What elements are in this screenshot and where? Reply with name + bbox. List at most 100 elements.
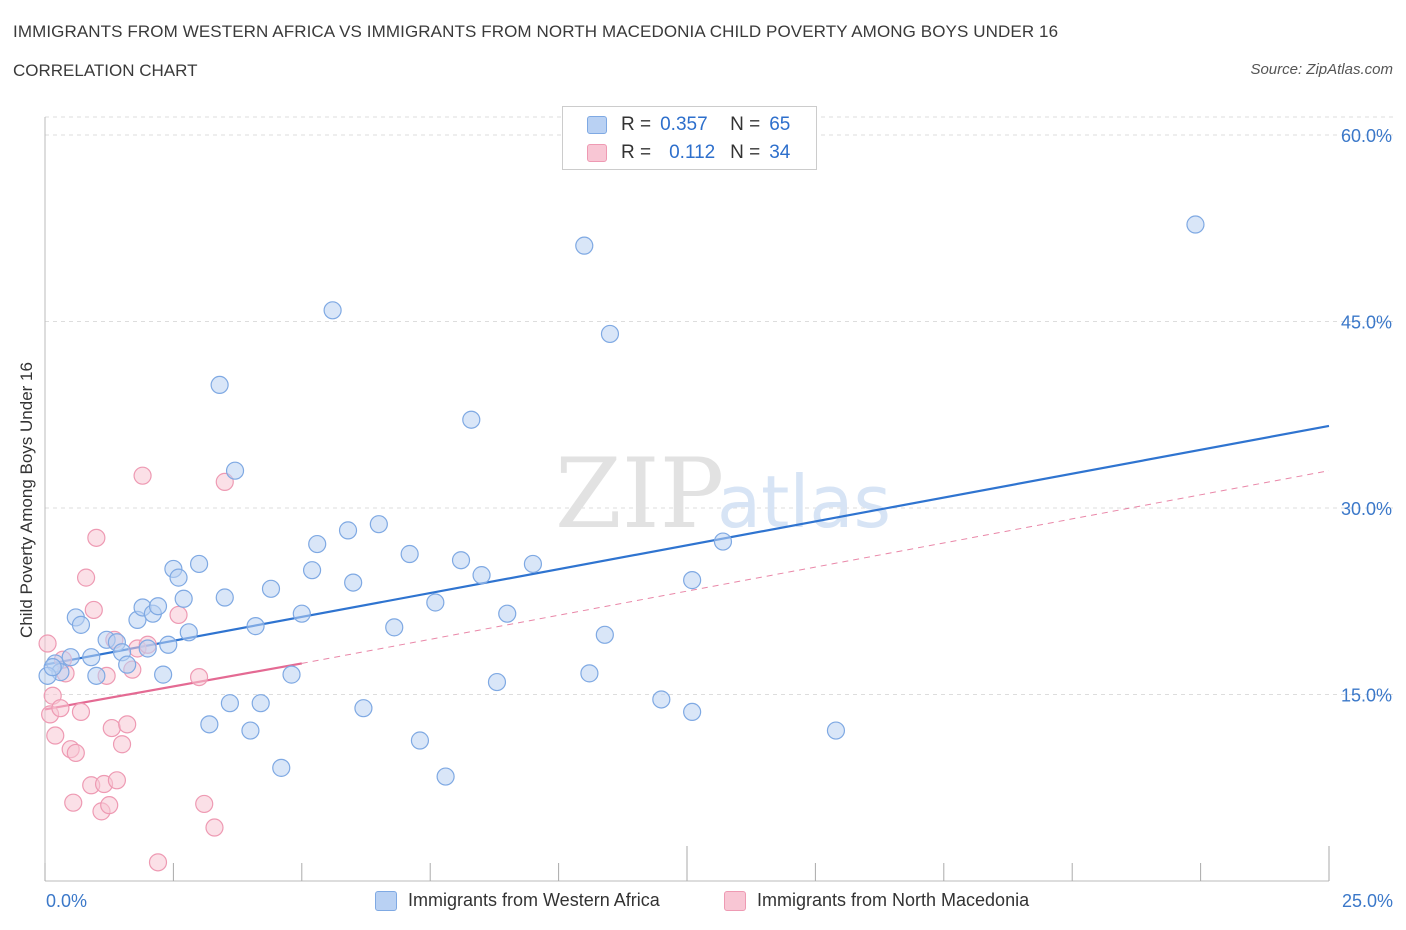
data-point-western-africa bbox=[241, 721, 260, 740]
data-point-western-africa bbox=[118, 655, 137, 674]
data-point-western-africa bbox=[323, 301, 342, 320]
data-point-western-africa bbox=[354, 699, 373, 718]
data-point-north-macedonia bbox=[205, 818, 224, 837]
data-point-western-africa bbox=[159, 635, 178, 654]
data-point-western-africa bbox=[369, 515, 388, 534]
data-point-north-macedonia bbox=[46, 726, 65, 745]
data-point-western-africa bbox=[713, 532, 733, 551]
data-point-north-macedonia bbox=[84, 600, 103, 620]
data-point-western-africa bbox=[179, 623, 198, 642]
data-point-north-macedonia bbox=[169, 605, 188, 625]
data-point-western-africa bbox=[1186, 215, 1205, 234]
data-point-western-africa bbox=[148, 597, 168, 616]
data-point-north-macedonia bbox=[64, 793, 83, 812]
legend-n-value: 65 bbox=[769, 114, 791, 135]
data-point-western-africa bbox=[292, 604, 311, 623]
data-point-western-africa bbox=[43, 658, 62, 677]
data-point-western-africa bbox=[385, 618, 404, 637]
axis-layer bbox=[44, 117, 1330, 882]
data-point-western-africa bbox=[338, 521, 358, 540]
legend-n-value: 34 bbox=[769, 142, 791, 163]
series-legend-item-western-africa: Immigrants from Western Africa bbox=[375, 890, 660, 911]
legend-row-western-africa: R = 0.357 N = 65 bbox=[587, 114, 790, 136]
data-point-north-macedonia bbox=[66, 743, 85, 763]
data-point-western-africa bbox=[498, 604, 517, 623]
data-point-western-africa bbox=[225, 461, 245, 480]
data-point-western-africa bbox=[595, 625, 614, 644]
y-tick-label: 15.0% bbox=[1341, 686, 1392, 706]
data-point-western-africa bbox=[302, 561, 322, 580]
data-point-north-macedonia bbox=[118, 715, 137, 734]
chart-title: IMMIGRANTS FROM WESTERN AFRICA VS IMMIGR… bbox=[13, 22, 1059, 41]
series-legend-label: Immigrants from Western Africa bbox=[408, 890, 660, 910]
data-point-western-africa bbox=[200, 715, 219, 734]
data-point-western-africa bbox=[189, 554, 209, 574]
legend-row-north-macedonia: R = 0.112 N = 34 bbox=[587, 142, 790, 164]
series-legend-label: Immigrants from North Macedonia bbox=[757, 890, 1030, 910]
legend-swatch-blue bbox=[587, 116, 607, 134]
data-point-western-africa bbox=[451, 551, 471, 570]
data-point-western-africa bbox=[210, 375, 229, 395]
data-point-western-africa bbox=[575, 236, 594, 255]
data-point-western-africa bbox=[344, 573, 363, 592]
data-point-western-africa bbox=[462, 410, 481, 429]
series-legend-swatch-pink bbox=[724, 890, 746, 911]
data-point-north-macedonia bbox=[51, 699, 70, 718]
data-point-western-africa bbox=[87, 666, 106, 685]
watermark-atlas: atlas bbox=[717, 460, 891, 544]
legend-r-value: 0.112 bbox=[669, 142, 716, 163]
data-point-western-africa bbox=[580, 664, 599, 683]
data-point-north-macedonia bbox=[100, 796, 119, 815]
data-point-western-africa bbox=[436, 767, 455, 786]
data-point-western-africa bbox=[220, 694, 239, 713]
trendline-north-macedonia bbox=[44, 662, 302, 711]
x-tick-label: 25.0% bbox=[1342, 891, 1393, 911]
data-point-north-macedonia bbox=[215, 472, 234, 491]
data-point-western-africa bbox=[400, 544, 419, 564]
data-point-western-africa bbox=[251, 694, 270, 713]
trendline-north-macedonia-extended bbox=[301, 470, 1330, 664]
data-point-western-africa bbox=[169, 568, 188, 587]
data-point-western-africa bbox=[426, 593, 445, 612]
source-label: Source: ZipAtlas.com bbox=[1250, 61, 1393, 78]
data-point-western-africa bbox=[246, 617, 265, 636]
y-tick-label: 30.0% bbox=[1341, 499, 1392, 519]
data-point-western-africa bbox=[523, 554, 543, 574]
data-point-western-africa bbox=[215, 588, 234, 607]
data-point-western-africa bbox=[826, 721, 846, 740]
data-point-western-africa bbox=[154, 665, 173, 684]
data-point-western-africa bbox=[261, 579, 281, 598]
y-tick-label: 45.0% bbox=[1341, 313, 1392, 333]
data-point-western-africa bbox=[410, 731, 430, 750]
y-tick-label: 60.0% bbox=[1341, 126, 1392, 146]
legend-swatch-pink bbox=[587, 144, 607, 162]
data-point-western-africa bbox=[282, 665, 301, 684]
data-point-western-africa bbox=[683, 702, 702, 722]
data-point-western-africa bbox=[600, 324, 620, 344]
stats-legend: R = 0.357 N = 65 R = 0.112 N = 34 bbox=[562, 106, 817, 170]
data-point-western-africa bbox=[272, 758, 291, 777]
data-point-north-macedonia bbox=[133, 466, 152, 485]
series-legend-item-north-macedonia: Immigrants from North Macedonia bbox=[724, 890, 1029, 911]
data-point-western-africa bbox=[82, 648, 101, 667]
data-point-western-africa bbox=[61, 648, 80, 667]
data-point-north-macedonia bbox=[76, 568, 96, 587]
data-point-north-macedonia bbox=[87, 528, 106, 547]
data-point-north-macedonia bbox=[107, 771, 127, 790]
data-point-western-africa bbox=[652, 690, 671, 709]
data-point-north-macedonia bbox=[71, 702, 91, 722]
legend-r-label: R = bbox=[621, 142, 652, 163]
legend-n-label: N = bbox=[730, 142, 761, 163]
chart-subtitle: CORRELATION CHART bbox=[13, 61, 198, 80]
data-point-western-africa bbox=[683, 571, 702, 590]
x-tick-label: 0.0% bbox=[46, 891, 87, 911]
watermark-zip: ZIP bbox=[555, 438, 724, 550]
series-legend: Immigrants from Western Africa Immigrant… bbox=[0, 888, 1406, 916]
data-point-western-africa bbox=[472, 566, 491, 585]
data-point-western-africa bbox=[487, 672, 507, 692]
data-point-western-africa bbox=[308, 534, 327, 554]
points-layer bbox=[38, 215, 1205, 872]
data-point-north-macedonia bbox=[189, 667, 209, 687]
legend-r-value: 0.357 bbox=[660, 114, 708, 135]
